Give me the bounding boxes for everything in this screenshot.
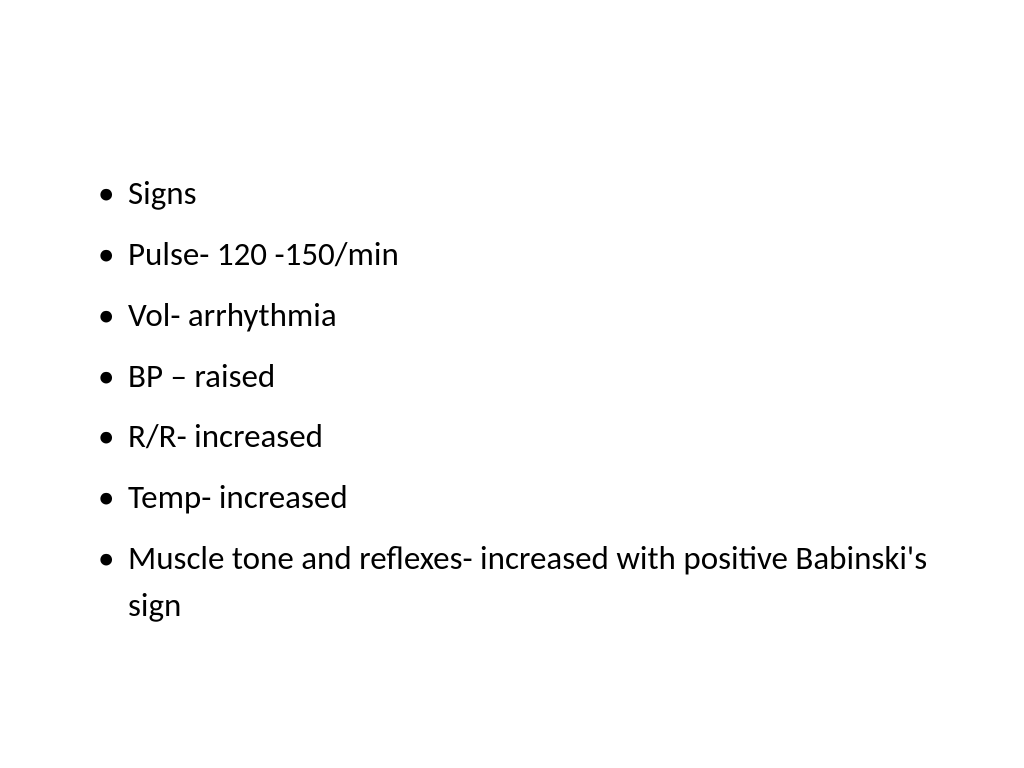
list-item: Signs bbox=[70, 170, 950, 217]
list-item: Vol- arrhythmia bbox=[70, 292, 950, 339]
list-item: R/R- increased bbox=[70, 413, 950, 460]
list-item: Pulse- 120 -150/min bbox=[70, 231, 950, 278]
list-item: Temp- increased bbox=[70, 474, 950, 521]
list-item: BP – raised bbox=[70, 353, 950, 400]
bullet-list: Signs Pulse- 120 -150/min Vol- arrhythmi… bbox=[70, 170, 950, 629]
slide-content: Signs Pulse- 120 -150/min Vol- arrhythmi… bbox=[70, 170, 950, 643]
list-item: Muscle tone and reflexes- increased with… bbox=[70, 535, 950, 629]
